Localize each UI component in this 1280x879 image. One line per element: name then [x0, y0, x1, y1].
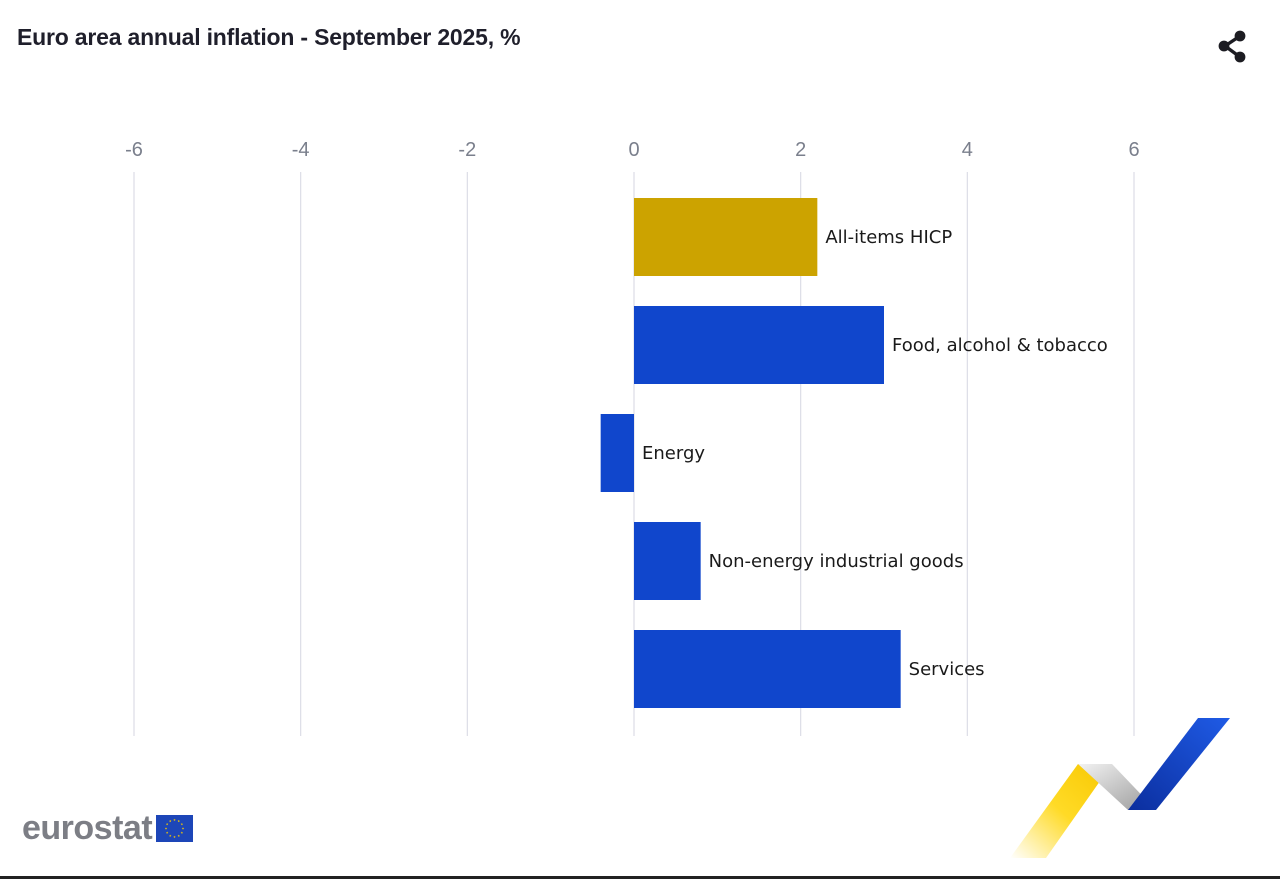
eurostat-logo-text: eurostat [22, 808, 153, 847]
bar[interactable] [600, 414, 634, 492]
bar[interactable] [634, 306, 884, 384]
eurostat-ribbon-icon [1010, 718, 1230, 858]
bar-category-label: All-items HICP [825, 227, 952, 248]
eu-flag-star [181, 826, 185, 830]
eu-flag-star [169, 819, 172, 822]
chart-title: Euro area annual inflation - September 2… [17, 24, 521, 50]
eu-flag-star [180, 831, 184, 834]
x-tick-label: -2 [458, 139, 476, 161]
bars [600, 198, 901, 708]
bar-category-label: Energy [642, 443, 705, 464]
eu-flag-star [166, 822, 169, 825]
x-tick-label: 0 [628, 139, 639, 161]
bar-category-label: Food, alcohol & tobacco [892, 335, 1108, 356]
bar[interactable] [634, 522, 701, 600]
share-icon [1218, 30, 1246, 63]
share-button[interactable] [1212, 27, 1252, 67]
x-tick-label: -4 [292, 139, 310, 161]
bottom-rule [0, 876, 1280, 879]
eu-flag-star [173, 835, 176, 838]
eurostat-logo: eurostat [22, 808, 194, 848]
bar-labels: All-items HICP Food, alcohol & tobacco Ene… [642, 227, 1108, 680]
eu-flag-star [177, 834, 181, 837]
eu-flag-star [180, 822, 184, 825]
eu-flag-star [166, 831, 169, 834]
bar-category-label: Services [909, 659, 985, 680]
chart-plot-area: -6 -4 -2 0 2 4 6 All-items HICP Food, alcohol &… [125, 139, 1140, 736]
eu-flag-icon [156, 814, 194, 842]
x-tick-label: 2 [795, 139, 806, 161]
eu-flag-star [173, 818, 176, 821]
x-tick-label: -6 [125, 139, 143, 161]
bar[interactable] [634, 198, 818, 276]
x-axis-ticks: -6 -4 -2 0 2 4 6 [125, 139, 1139, 161]
eu-flag-star [177, 819, 181, 822]
bar-category-label: Non-energy industrial goods [709, 551, 964, 572]
eu-flag-star [164, 826, 168, 830]
x-tick-label: 4 [962, 139, 973, 161]
bar[interactable] [634, 630, 901, 708]
x-tick-label: 6 [1128, 139, 1139, 161]
eu-flag-star [169, 834, 172, 837]
